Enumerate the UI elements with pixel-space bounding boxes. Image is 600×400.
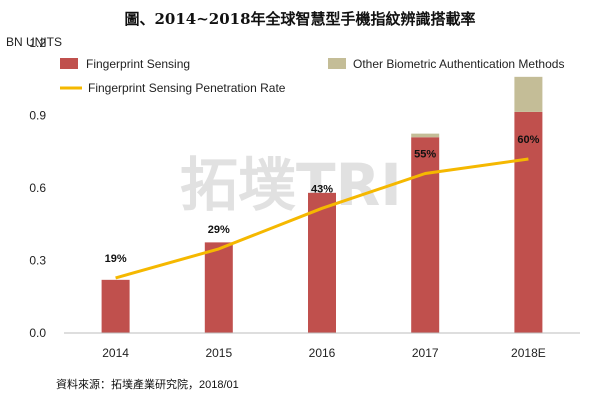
bar-other-biometric — [514, 76, 543, 112]
bar-fingerprint-sensing — [514, 111, 543, 333]
penetration-rate-label: 19% — [105, 253, 127, 265]
legend: Fingerprint Sensing Other Biometric Auth… — [60, 57, 564, 95]
chart-title: 圖、2014~2018年全球智慧型手機指紋辨識搭載率 — [124, 10, 475, 28]
y-tick-label: 0.9 — [29, 109, 46, 123]
legend-label-penetration-rate: Fingerprint Sensing Penetration Rate — [88, 81, 286, 95]
penetration-rate-label: 29% — [208, 224, 230, 236]
penetration-rate-line — [115, 157, 529, 280]
penetration-line — [115, 157, 529, 280]
x-tick-label: 2014 — [102, 346, 129, 360]
y-axis-label: BN UNITS — [6, 35, 62, 49]
data-labels: 19% 29% 43% 55% 60% — [105, 134, 540, 265]
legend-swatch-other-biometric — [328, 58, 346, 69]
x-tick-label: 2015 — [205, 346, 232, 360]
y-tick-label: 0.3 — [29, 254, 46, 268]
x-tick-label: 2017 — [412, 346, 439, 360]
legend-label-other-biometric: Other Biometric Authentication Methods — [353, 57, 564, 71]
source-note: 資料來源：拓墣產業研究院，2018/01 — [56, 377, 239, 391]
y-tick-label: 1.2 — [29, 36, 46, 50]
x-tick-label: 2016 — [309, 346, 336, 360]
penetration-rate-label: 60% — [517, 134, 539, 146]
bar-other-biometric — [411, 133, 440, 138]
bar-fingerprint-sensing — [308, 192, 336, 333]
penetration-rate-label: 43% — [311, 183, 333, 195]
bar-fingerprint-sensing — [101, 279, 130, 333]
bar-fingerprint-sensing — [204, 242, 233, 333]
penetration-rate-label: 55% — [414, 149, 436, 161]
y-tick-label: 0.0 — [29, 326, 46, 340]
legend-swatch-fingerprint — [60, 58, 78, 69]
x-axis-ticks: 2014 2015 2016 2017 2018E — [102, 346, 546, 360]
watermark: 拓墣TRI — [180, 151, 402, 219]
bars — [101, 76, 543, 333]
y-axis-ticks: 0.0 0.3 0.6 0.9 1.2 — [29, 36, 46, 340]
bar-fingerprint-sensing — [411, 137, 440, 333]
y-tick-label: 0.6 — [29, 181, 46, 195]
x-tick-label: 2018E — [511, 346, 546, 360]
legend-label-fingerprint: Fingerprint Sensing — [86, 57, 190, 71]
